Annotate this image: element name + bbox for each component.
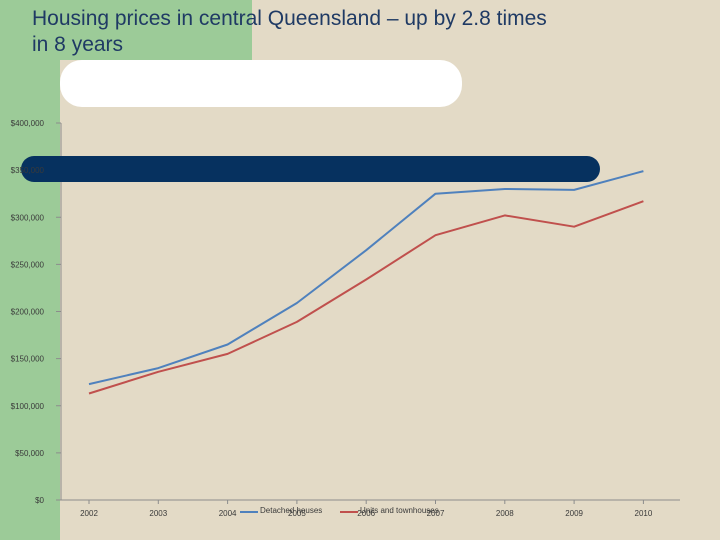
y-tick-label: $200,000 [11,308,45,317]
y-tick-label: $150,000 [11,355,45,364]
x-tick-label: 2003 [149,509,167,518]
x-tick-label: 2007 [427,509,445,518]
y-tick-label: $400,000 [11,119,45,128]
y-tick-label: $300,000 [11,213,45,222]
slide-title: Housing prices in central Queensland – u… [32,6,692,58]
x-tick-label: 2004 [219,509,237,518]
series-line-units-and-townhouses [88,200,644,395]
legend-label-detached-houses: Detached houses [260,506,322,515]
highlight-bar [21,156,600,182]
x-tick-label: 2010 [635,509,653,518]
y-tick-label: $350,000 [11,166,45,175]
chart-labels: $0 $50,000 $100,000 $150,000 $200,000 $250,00… [11,119,653,518]
chart-axes [56,122,680,504]
x-tick-label: 2005 [288,509,306,518]
chart-legend: Detached houses Units and townhouses [240,506,439,515]
left-accent-band [0,60,60,540]
y-tick-label: $100,000 [11,402,45,411]
x-tick-label: 2002 [80,509,98,518]
x-tick-label: 2008 [496,509,514,518]
x-tick-label: 2006 [357,509,375,518]
x-tick-label: 2009 [565,509,583,518]
title-accent-band [0,0,252,60]
legend-label-units-and-townhouses: Units and townhouses [360,506,439,515]
slide-title-line-1: Housing prices in central Queensland – u… [32,7,547,30]
slide-title-line-2: in 8 years [32,33,124,56]
blank-callout-box [60,60,462,107]
series-line-detached-houses [88,170,644,386]
y-tick-label: $50,000 [15,449,44,458]
y-tick-label: $0 [35,496,44,505]
chart-series [88,170,644,395]
y-tick-label: $250,000 [11,260,45,269]
